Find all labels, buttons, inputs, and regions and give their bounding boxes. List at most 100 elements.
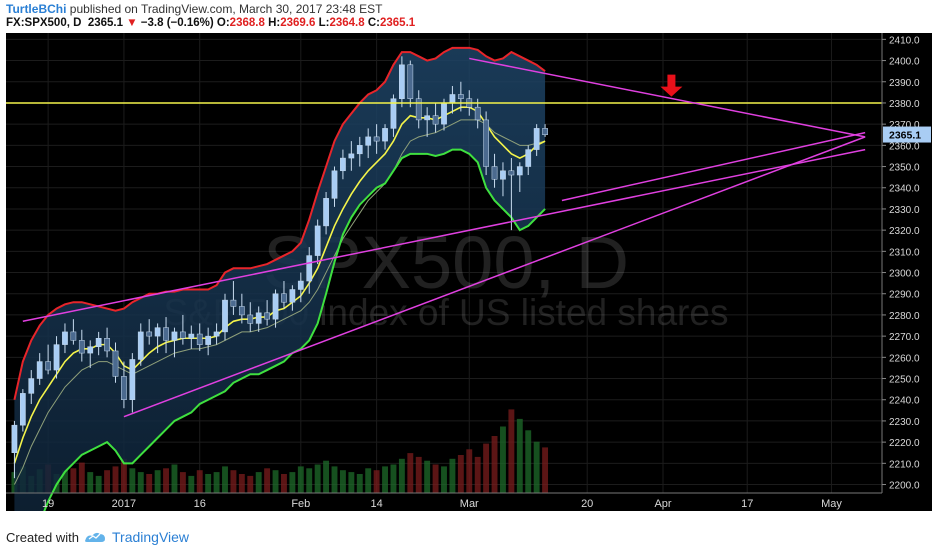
candle-body [264, 312, 270, 320]
candle-body [441, 102, 447, 125]
x-tick-label: 2017 [112, 498, 136, 510]
candle-body [542, 128, 548, 136]
close-label: C: [367, 17, 380, 29]
candle-body [491, 166, 498, 180]
volume-bar [483, 443, 490, 493]
trendline [561, 131, 866, 202]
volume-bar [449, 458, 456, 493]
volume-bar [154, 470, 161, 493]
candle-body [432, 115, 439, 125]
y-tick-label: 2240.0 [889, 396, 920, 407]
candle-body [28, 378, 35, 394]
y-tick-label: 2200.0 [889, 481, 920, 492]
candle-body [247, 314, 254, 324]
down-arrow-icon [660, 74, 683, 97]
volume-bar [205, 474, 212, 493]
x-tick-label: Feb [291, 498, 310, 510]
candle-body [407, 64, 414, 99]
bollinger-band [14, 47, 546, 550]
band-fill [14, 47, 546, 550]
volume-bar [508, 409, 515, 493]
lower-band-line [26, 148, 546, 550]
volume-bar [238, 474, 245, 493]
volume-bar [255, 472, 262, 493]
volume-bar [525, 430, 532, 493]
candle-body [11, 424, 18, 453]
x-tick-label: Apr [654, 498, 671, 510]
volume-bar [533, 441, 540, 493]
candle-body [154, 327, 161, 337]
candle-body [45, 361, 51, 371]
candle-body [516, 166, 523, 176]
y-tick-label: 2250.0 [889, 375, 920, 386]
y-tick-label: 2390.0 [889, 78, 920, 89]
volume-bar [356, 474, 363, 493]
candle-body [457, 94, 464, 99]
volume-bar [78, 462, 85, 493]
volume-bar [95, 475, 102, 493]
candle-body [137, 331, 144, 360]
y-tick-label: 2370.0 [889, 120, 920, 131]
tradingview-logo-icon[interactable] [84, 530, 106, 544]
published-text: published on TradingView.com, March 30, … [69, 2, 383, 16]
trendline [123, 136, 866, 418]
high-value: 2369.6 [280, 17, 316, 29]
drawings[interactable] [6, 57, 882, 418]
x-tick-label: 14 [370, 498, 382, 510]
y-tick-label: 2360.0 [889, 141, 920, 152]
x-tick-label: 16 [194, 498, 206, 510]
candle-body [78, 340, 85, 354]
y-tick-label: 2220.0 [889, 438, 920, 449]
candle-body [112, 350, 119, 377]
publish-info: TurtleBChi published on TradingView.com,… [6, 2, 382, 18]
author-link[interactable]: TurtleBChi [6, 2, 67, 16]
candle-body [525, 149, 532, 167]
high-label: H: [268, 17, 281, 29]
y-tick-label: 2380.0 [889, 99, 920, 110]
volume-bar [112, 466, 119, 493]
y-tick-label: 2260.0 [889, 353, 920, 364]
volume-bar [104, 470, 111, 493]
candle-body [163, 327, 169, 341]
volume-bar [398, 458, 405, 493]
y-tick-label: 2230.0 [889, 417, 920, 428]
volume-bar [491, 436, 498, 493]
volume-bar [306, 468, 313, 493]
chart-area[interactable]: SPX500, D S&P 500 index of US listed sha… [6, 33, 932, 550]
volume-bar [289, 472, 296, 493]
volume-bar [230, 470, 237, 493]
volume-bar [432, 464, 439, 493]
time-axis[interactable]: 19 2017 16 Feb 14 Mar 20 Apr 17 May [6, 492, 882, 510]
y-tick-label: 2400.0 [889, 57, 920, 68]
volume-bar [424, 460, 431, 493]
candle-body [129, 359, 136, 400]
price-axis[interactable]: 2200.0 2210.0 2220.0 2230.0 2240.0 2250.0 2260… [881, 33, 932, 511]
candles [11, 56, 548, 479]
candle-body [87, 346, 94, 354]
change-value: −3.8 (−0.16%) [140, 17, 214, 29]
volume-bar [542, 447, 549, 493]
candle-body [424, 115, 431, 121]
price-chart[interactable]: SPX500, D S&P 500 index of US listed sha… [6, 33, 932, 550]
symbol-label: FX:SPX500, D [6, 17, 82, 29]
volume-bar [297, 466, 304, 493]
volume-bar [441, 466, 447, 493]
y-tick-label: 2310.0 [889, 247, 920, 258]
volume-bar [188, 475, 195, 493]
candle-body [373, 136, 380, 142]
y-tick-label: 2270.0 [889, 332, 920, 343]
volume-bar [382, 466, 388, 493]
upper-band-line [13, 46, 546, 400]
candle-body [331, 170, 338, 199]
volume-bar [264, 468, 271, 493]
volume-bar [146, 474, 153, 493]
indicator-lines [13, 46, 546, 550]
candle-body [348, 153, 355, 159]
volume-bar [331, 466, 338, 493]
last-price-tag [883, 126, 931, 143]
x-tick-label: 17 [741, 498, 753, 510]
candle-body [399, 64, 405, 99]
y-tick-label: 2210.0 [889, 459, 920, 470]
tradingview-brand[interactable]: TradingView [112, 529, 190, 545]
trendline [22, 148, 866, 323]
